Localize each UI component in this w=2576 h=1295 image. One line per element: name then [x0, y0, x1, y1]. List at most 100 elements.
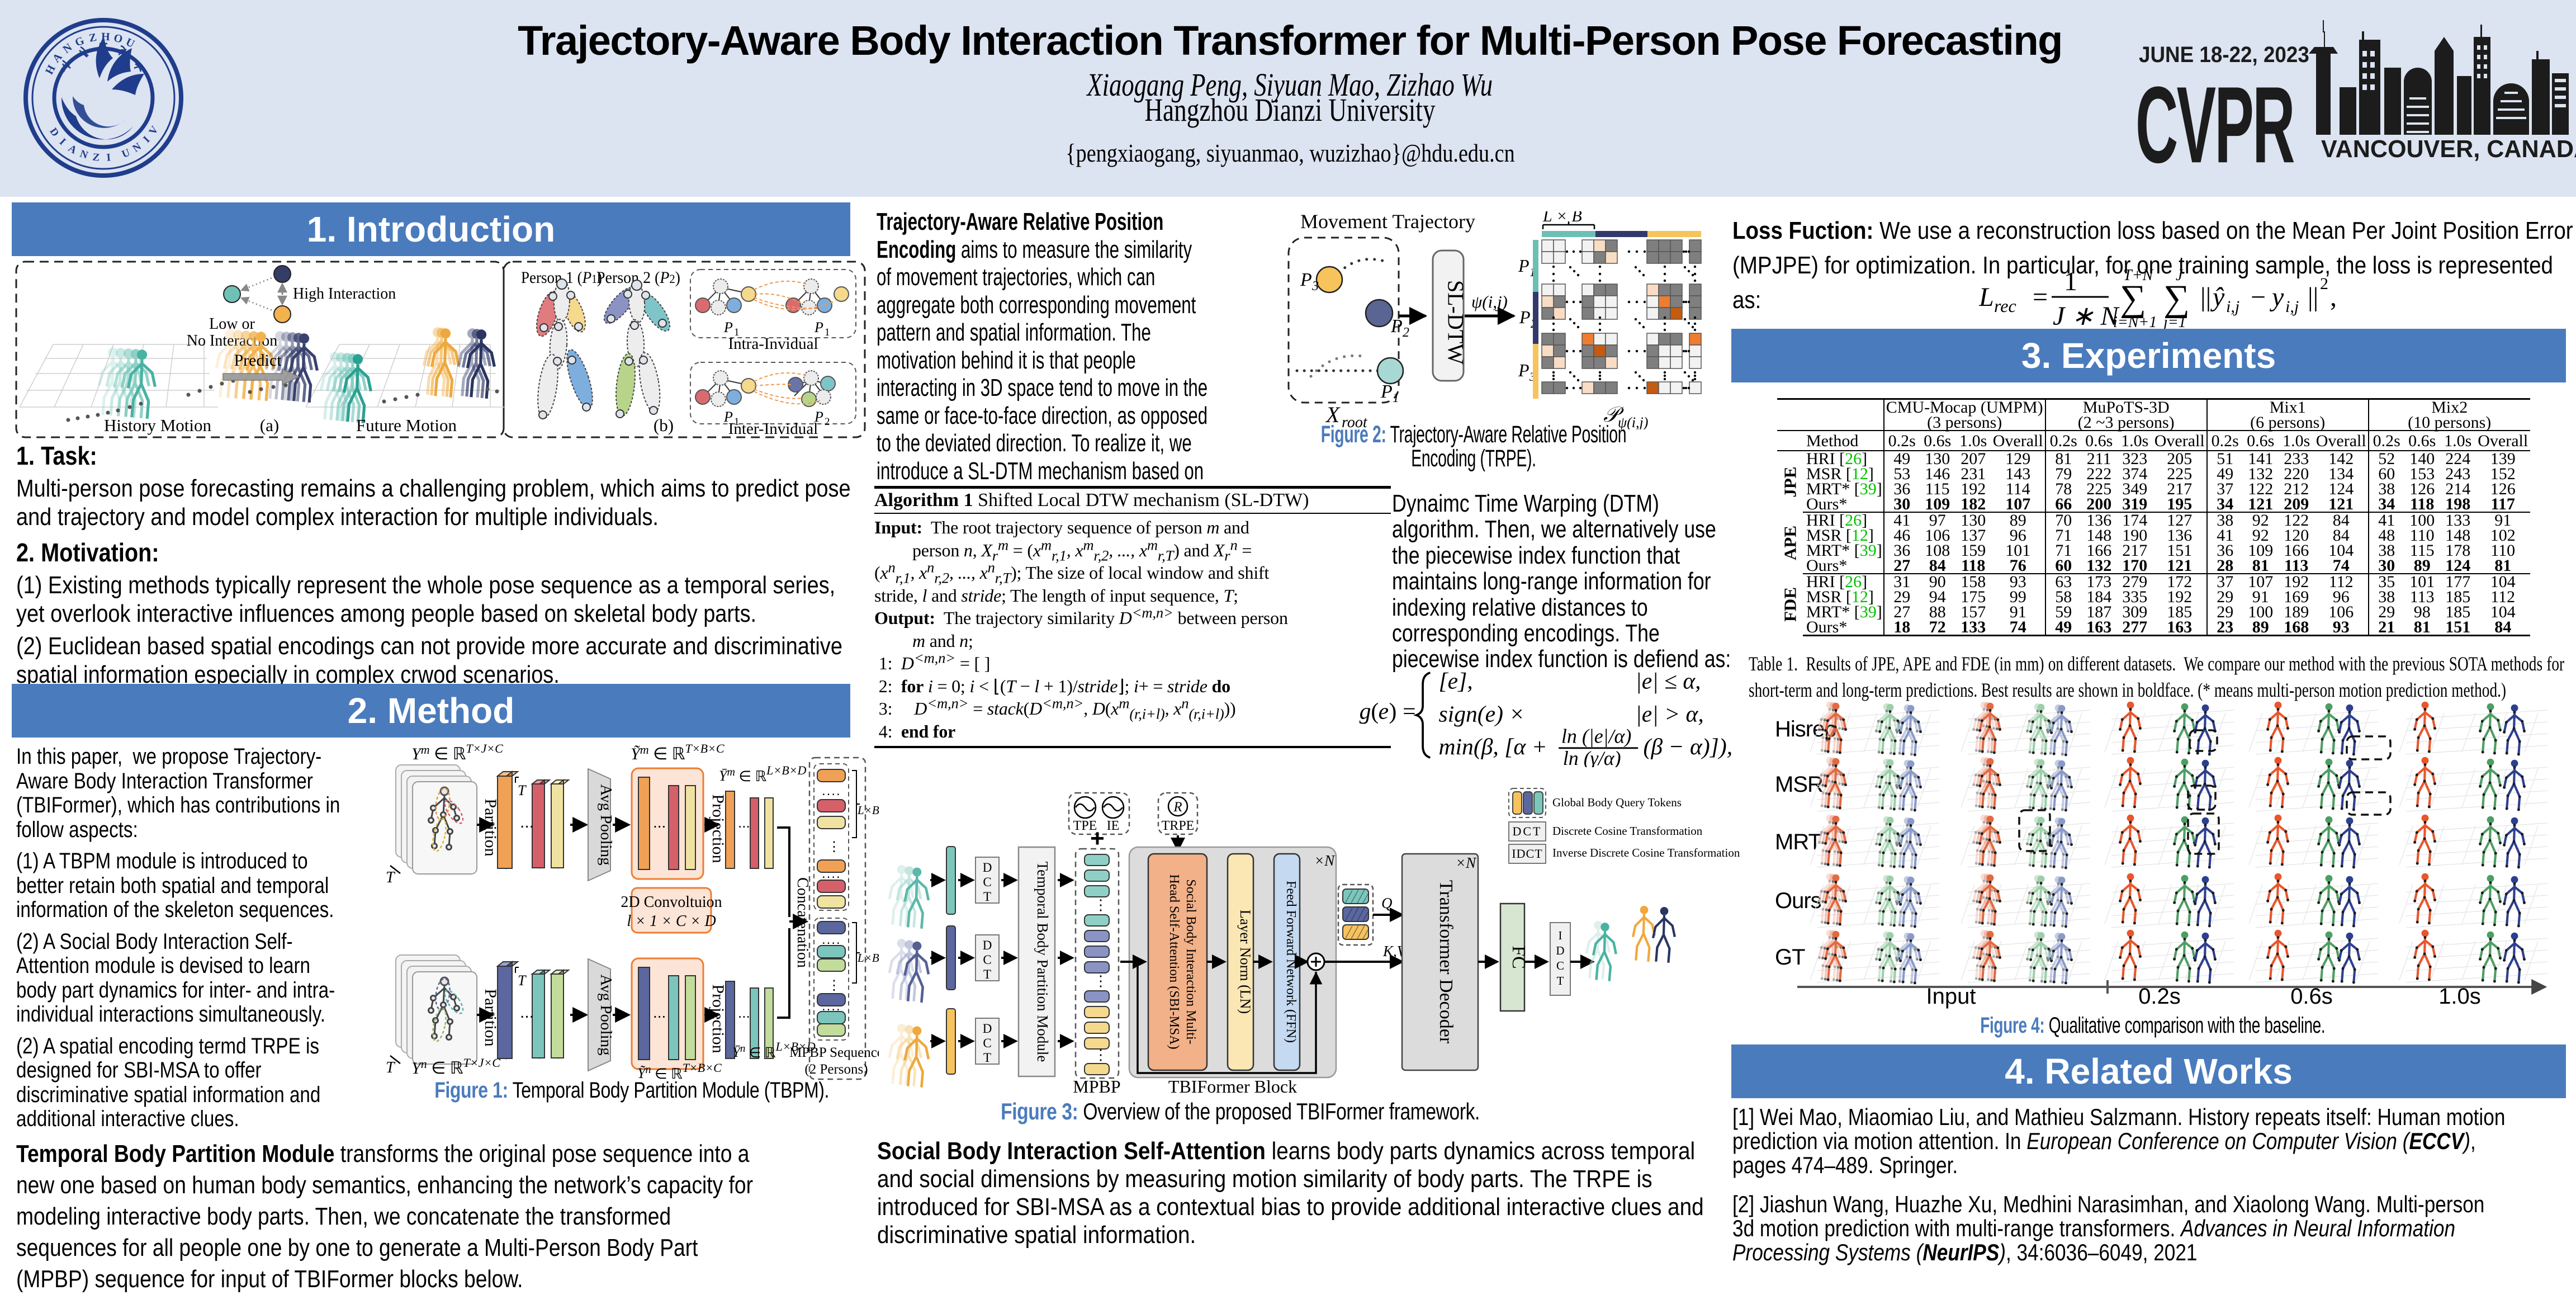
- svg-text:Avg Pooling: Avg Pooling: [597, 974, 615, 1055]
- svg-text:I: I: [106, 152, 111, 164]
- svg-text:U: U: [120, 146, 132, 160]
- svg-text:i=N+1: i=N+1: [2113, 314, 2157, 329]
- svg-text:G: G: [73, 34, 86, 49]
- svg-text:High Interaction: High Interaction: [293, 285, 396, 303]
- svg-text:N: N: [61, 41, 75, 56]
- svg-text:D: D: [47, 126, 61, 139]
- svg-text:L×B: L×B: [857, 804, 879, 817]
- svg-text:1: 1: [734, 416, 740, 428]
- svg-text:T: T: [386, 1059, 396, 1076]
- svg-text:(: (: [1371, 699, 1379, 725]
- svg-text:Z: Z: [92, 152, 100, 164]
- svg-text:Input: Input: [1926, 984, 1976, 1009]
- svg-text:P: P: [723, 409, 733, 425]
- svg-text:rec: rec: [1994, 296, 2016, 316]
- svg-text:L×B: L×B: [857, 951, 879, 965]
- svg-text:2: 2: [1403, 325, 1409, 340]
- svg-text:H: H: [43, 63, 58, 76]
- svg-text:1.0s: 1.0s: [2438, 984, 2481, 1009]
- svg-text:,: ,: [2330, 282, 2337, 312]
- svg-text:Feed Forward Network (FFN): Feed Forward Network (FFN): [1284, 881, 1298, 1043]
- svg-text:P: P: [1390, 316, 1403, 337]
- svg-text:Future Motion: Future Motion: [356, 415, 457, 435]
- svg-text:I: I: [141, 134, 152, 145]
- svg-text:P: P: [723, 319, 733, 335]
- svg-text:Z: Z: [88, 31, 98, 45]
- svg-text:[e],: [e],: [1438, 668, 1472, 694]
- svg-text:T: T: [386, 869, 396, 886]
- svg-text:root: root: [1342, 414, 1368, 429]
- svg-text:×N: ×N: [1314, 852, 1336, 869]
- svg-text:∑: ∑: [2120, 278, 2146, 319]
- svg-text:...: ...: [653, 814, 666, 831]
- svg-text:Yn ∈ ℝT×J×C: Yn ∈ ℝT×J×C: [411, 1056, 500, 1077]
- svg-text:⋮: ⋮: [827, 978, 841, 993]
- svg-text:(β − α)]),: (β − α)]),: [1644, 734, 1733, 760]
- svg-text:D: D: [1556, 944, 1564, 957]
- svg-text:O: O: [112, 32, 124, 46]
- svg-text:Projection: Projection: [709, 984, 727, 1053]
- svg-text:⋮: ⋮: [1093, 896, 1108, 913]
- svg-text:Temporal Body Partition Module: Temporal Body Partition Module: [1034, 862, 1051, 1062]
- svg-text:Predict: Predict: [234, 351, 282, 370]
- svg-text:|e| > α,: |e| > α,: [1635, 701, 1703, 727]
- svg-text:MPBP: MPBP: [1073, 1076, 1120, 1097]
- svg-text:=: =: [1403, 699, 1415, 725]
- svg-text:TRPE: TRPE: [1162, 819, 1195, 833]
- svg-text:A: A: [66, 143, 79, 157]
- svg-text:⋮: ⋮: [1093, 1046, 1108, 1063]
- svg-text:...: ...: [520, 1003, 534, 1022]
- svg-text:...: ...: [738, 1004, 750, 1021]
- svg-text:TBIFormer Block: TBIFormer Block: [1168, 1076, 1297, 1097]
- svg-text:Ym ∈ ℝT×J×C: Ym ∈ ℝT×J×C: [411, 744, 503, 763]
- svg-text:g: g: [1360, 699, 1371, 725]
- svg-text:=: =: [2033, 282, 2048, 312]
- svg-text:ln (|e|/α): ln (|e|/α): [1561, 725, 1631, 747]
- svg-text:l × 1 × C × D: l × 1 × C × D: [627, 913, 716, 930]
- svg-text:P: P: [1518, 256, 1530, 276]
- svg-text:P: P: [1518, 360, 1530, 380]
- svg-text:MSR: MSR: [1775, 772, 1823, 797]
- svg-text:2: 2: [2320, 275, 2328, 293]
- svg-text:IDCT: IDCT: [1512, 847, 1542, 861]
- svg-text:J ∗ N: J ∗ N: [2053, 301, 2120, 329]
- svg-text:Inter-Invidual: Inter-Invidual: [728, 420, 818, 438]
- svg-text:Concatenation: Concatenation: [794, 877, 811, 968]
- svg-text:H: H: [101, 31, 111, 44]
- svg-text:I: I: [57, 136, 68, 147]
- svg-text:Q: Q: [1381, 895, 1393, 911]
- svg-text:j=1: j=1: [2162, 314, 2186, 329]
- svg-text:DCT: DCT: [1513, 824, 1542, 838]
- svg-text:U: U: [124, 36, 136, 50]
- svg-text:1: 1: [825, 327, 830, 338]
- svg-text:...: ...: [653, 1004, 666, 1021]
- svg-text:...: ...: [520, 813, 534, 831]
- svg-text:V: V: [147, 124, 161, 137]
- svg-text:MPBP Sequence: MPBP Sequence: [789, 1045, 879, 1060]
- svg-text:min(β, [α +: min(β, [α +: [1438, 734, 1547, 760]
- svg-text:Transformer Decoder: Transformer Decoder: [1436, 880, 1456, 1044]
- svg-text:ψ(i,j): ψ(i,j): [1471, 292, 1508, 311]
- svg-text:Intra-Invidual: Intra-Invidual: [728, 335, 818, 353]
- svg-text:||: ||: [2200, 282, 2211, 312]
- svg-text:L: L: [1979, 282, 1994, 312]
- svg-text:): ): [1389, 699, 1397, 725]
- svg-text:3: 3: [1311, 279, 1319, 294]
- svg-text:0.6s: 0.6s: [2290, 984, 2333, 1009]
- svg-text:i,j: i,j: [2226, 297, 2239, 316]
- svg-text:||: ||: [2308, 282, 2318, 312]
- svg-text:T: T: [518, 972, 527, 989]
- svg-text:P: P: [1300, 270, 1312, 290]
- svg-text:ψ(i,j): ψ(i,j): [1618, 414, 1648, 429]
- svg-text:0.2s: 0.2s: [2138, 984, 2181, 1009]
- svg-text:History Motion: History Motion: [104, 415, 212, 435]
- svg-text:N: N: [131, 140, 144, 154]
- svg-text:|e| ≤ α,: |e| ≤ α,: [1635, 668, 1701, 694]
- svg-text:2D Convoltuion: 2D Convoltuion: [621, 894, 722, 911]
- svg-text:2: 2: [825, 416, 830, 428]
- svg-text:GT: GT: [1775, 945, 1805, 970]
- svg-text:×N: ×N: [1456, 854, 1477, 871]
- svg-text:P: P: [814, 409, 823, 425]
- svg-text:⋮: ⋮: [1093, 972, 1108, 989]
- svg-text:Ours: Ours: [1775, 888, 1821, 913]
